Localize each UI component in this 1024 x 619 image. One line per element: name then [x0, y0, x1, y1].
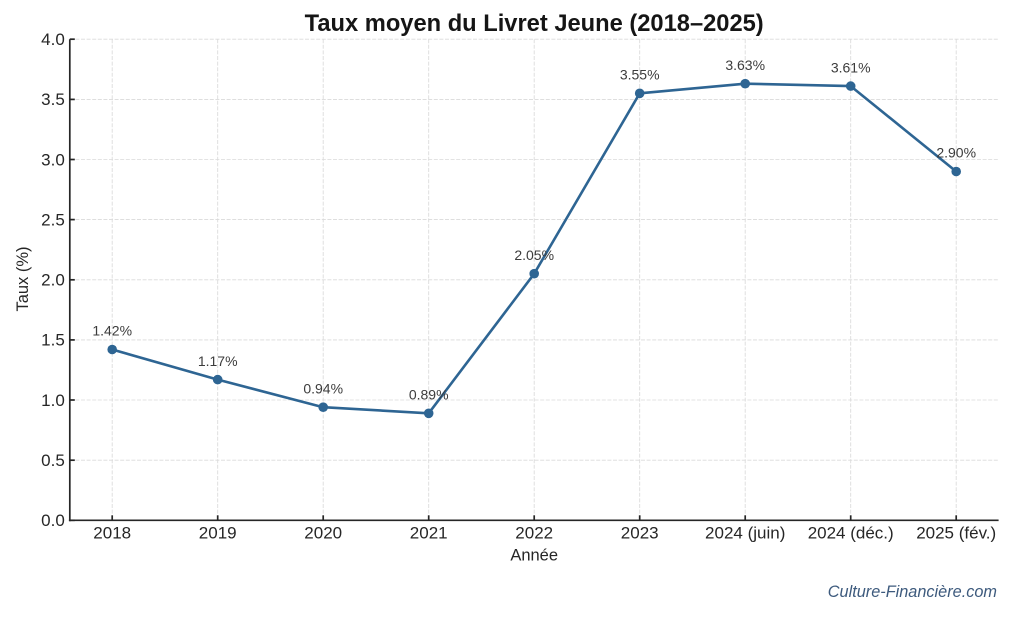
svg-text:2024 (déc.): 2024 (déc.)	[808, 524, 894, 543]
svg-text:Culture-Financière.com: Culture-Financière.com	[828, 583, 997, 601]
svg-text:0.94%: 0.94%	[303, 380, 343, 396]
svg-text:2019: 2019	[199, 524, 237, 543]
svg-text:2020: 2020	[304, 524, 342, 543]
svg-text:3.61%: 3.61%	[831, 59, 871, 75]
svg-text:2024 (juin): 2024 (juin)	[705, 524, 785, 543]
svg-text:3.55%: 3.55%	[620, 67, 660, 83]
svg-text:0.5: 0.5	[41, 451, 65, 470]
svg-text:1.42%: 1.42%	[92, 323, 132, 339]
svg-text:3.5: 3.5	[41, 90, 65, 109]
svg-text:4.0: 4.0	[41, 30, 65, 49]
svg-text:0.89%: 0.89%	[409, 387, 449, 403]
svg-text:2.05%: 2.05%	[514, 247, 554, 263]
svg-text:2.0: 2.0	[41, 271, 65, 290]
svg-text:1.0: 1.0	[41, 391, 65, 410]
svg-text:1.5: 1.5	[41, 331, 65, 350]
svg-text:2022: 2022	[515, 524, 553, 543]
svg-text:3.0: 3.0	[41, 150, 65, 169]
svg-text:Taux (%): Taux (%)	[14, 246, 32, 311]
svg-text:0.0: 0.0	[41, 511, 65, 530]
svg-text:2.90%: 2.90%	[936, 145, 976, 161]
svg-text:2.5: 2.5	[41, 210, 65, 229]
svg-text:2018: 2018	[93, 524, 131, 543]
svg-text:Taux moyen du Livret Jeune (20: Taux moyen du Livret Jeune (2018–2025)	[305, 11, 764, 37]
svg-text:Année: Année	[510, 547, 558, 565]
svg-text:2025 (fév.): 2025 (fév.)	[916, 524, 996, 543]
svg-text:2023: 2023	[621, 524, 659, 543]
svg-text:2021: 2021	[410, 524, 448, 543]
svg-text:3.63%: 3.63%	[725, 57, 765, 73]
svg-text:1.17%: 1.17%	[198, 353, 238, 369]
